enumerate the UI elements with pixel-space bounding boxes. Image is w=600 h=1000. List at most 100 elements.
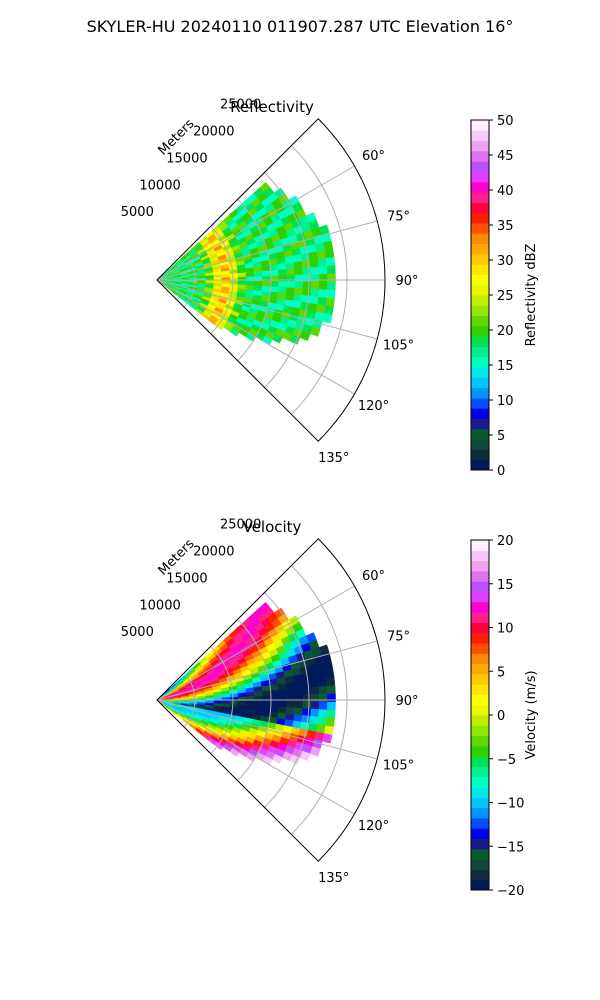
colorbar-tick-label: 20 — [497, 324, 514, 339]
echo-cell — [237, 692, 247, 698]
echo-cell — [318, 709, 328, 719]
colorbar-swatch — [471, 540, 489, 551]
colorbar-swatch — [471, 295, 489, 306]
colorbar-swatch — [471, 140, 489, 152]
azimuth-tick-label: 120° — [358, 399, 389, 414]
colorbar-swatch — [471, 439, 489, 450]
colorbar-swatch — [471, 449, 489, 461]
echo-cell — [214, 741, 224, 751]
echo-cell — [286, 281, 296, 289]
colorbar-swatch — [471, 715, 489, 726]
echo-cell — [213, 694, 223, 699]
azimuth-tick-label: 135° — [318, 451, 349, 466]
echo-cell — [262, 275, 271, 282]
echo-cell — [310, 274, 320, 283]
colorbar-tick-label: 15 — [497, 359, 514, 374]
colorbar-tick-label: −20 — [497, 884, 524, 899]
colorbar-tick-label: 10 — [497, 622, 514, 637]
colorbar-swatch — [471, 612, 489, 623]
echo-cell — [310, 694, 320, 703]
colorbar-swatch — [471, 171, 489, 183]
colorbar-swatch — [471, 776, 489, 788]
colorbar-swatch — [471, 459, 489, 471]
colorbar-swatch — [471, 397, 489, 409]
colorbar-swatch — [471, 274, 489, 286]
radial-tick-label: 10000 — [139, 598, 180, 613]
echo-cell — [237, 280, 247, 286]
echo-cell — [262, 281, 271, 287]
echo-cell — [301, 680, 311, 689]
echo-cell — [300, 252, 311, 262]
sector-frame — [156, 118, 386, 442]
echo-cell — [245, 267, 255, 273]
radial-tick-label: 10000 — [139, 178, 180, 193]
colorbar-tick-label: −5 — [497, 753, 516, 768]
radial-tick-label: 20000 — [193, 125, 234, 140]
echo-cell — [284, 255, 295, 264]
colorbar-swatch — [471, 233, 489, 245]
colorbar-swatch — [471, 828, 489, 840]
echo-cell — [299, 750, 311, 762]
azimuth-tick-label: 75° — [387, 629, 410, 644]
echo-cell — [261, 270, 271, 277]
colorbar-tick-label: 5 — [497, 429, 505, 444]
echo-cell — [302, 694, 312, 702]
echo-cell — [317, 716, 327, 726]
echo-cell — [245, 691, 255, 698]
colorbar-swatch — [471, 787, 489, 798]
colorbar-swatch — [471, 859, 489, 870]
echo-cell — [253, 691, 263, 697]
azimuth-gridline — [156, 165, 355, 281]
echo-cell — [302, 701, 312, 710]
echo-cell — [301, 260, 311, 269]
echo-cell — [272, 333, 283, 344]
echo-cell — [302, 281, 312, 290]
colorbar-swatch — [471, 673, 489, 685]
colorbar-swatch — [471, 346, 489, 358]
echo-cell — [299, 330, 311, 342]
echo-cell — [270, 275, 279, 282]
colorbar-tick-label: −15 — [497, 840, 524, 855]
echo-cell — [294, 287, 304, 296]
echo-cell — [309, 295, 319, 305]
echo-cell — [262, 695, 271, 702]
colorbar-swatch — [471, 817, 489, 829]
colorbar-swatch — [471, 212, 489, 224]
colorbar-tick-label: 45 — [497, 149, 514, 164]
echo-cell — [326, 709, 336, 719]
echo-cell — [245, 687, 255, 693]
echo-cell — [237, 700, 247, 706]
echo-cell — [269, 286, 279, 293]
colorbar-swatch — [471, 591, 489, 603]
echo-cell — [262, 701, 271, 707]
colorbar-label: Reflectivity dBZ — [524, 244, 539, 347]
radial-tick-label: 25000 — [220, 518, 261, 533]
echo-cell — [317, 296, 327, 306]
echo-cell — [310, 686, 320, 695]
echo-cell — [270, 269, 279, 277]
echo-cell — [294, 707, 304, 716]
echo-cell — [309, 715, 319, 725]
echo-cell — [285, 682, 295, 690]
echo-cell — [319, 693, 328, 703]
echo-cell — [309, 326, 321, 337]
echo-cell — [286, 688, 296, 696]
echo-cell — [286, 701, 296, 709]
colorbar-swatch — [471, 202, 489, 214]
colorbar-swatch — [471, 150, 489, 162]
colorbar-swatch — [471, 264, 489, 275]
colorbar-swatch — [471, 694, 489, 706]
azimuth-tick-label: 75° — [387, 209, 410, 224]
azimuth-gridline — [156, 699, 355, 815]
azimuth-tick-label: 90° — [395, 274, 418, 289]
echo-cell — [286, 268, 296, 276]
echo-cell — [221, 273, 231, 278]
echo-cell — [237, 272, 247, 278]
echo-cell — [261, 685, 271, 692]
colorbar-swatch — [471, 161, 489, 172]
colorbar-swatch — [471, 305, 489, 317]
colorbar-swatch — [471, 367, 489, 378]
radial-tick-label: 25000 — [220, 98, 261, 113]
colorbar-swatch — [471, 663, 489, 675]
